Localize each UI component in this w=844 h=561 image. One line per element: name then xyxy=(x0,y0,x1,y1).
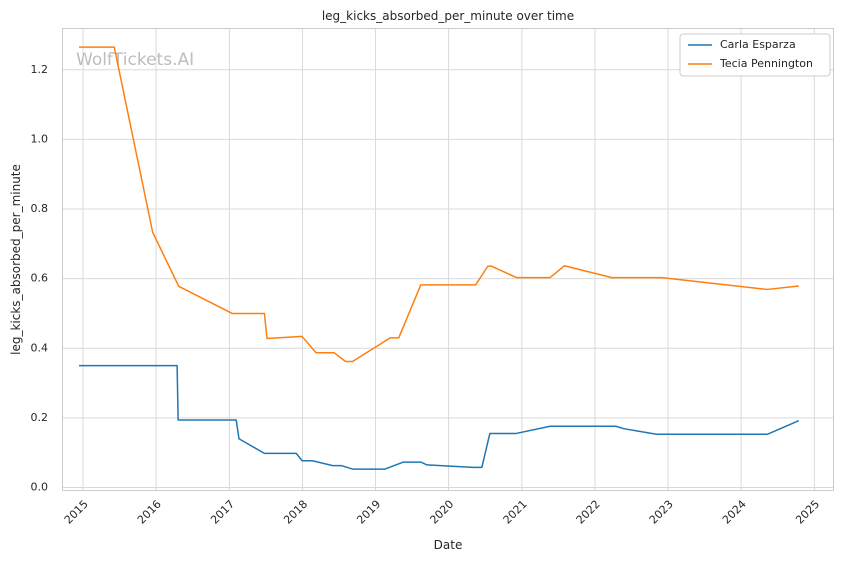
x-tick-label: 2015 xyxy=(62,498,91,527)
y-tick-label: 0.4 xyxy=(31,341,49,354)
legend-label-tecia-pennington: Tecia Pennington xyxy=(719,57,813,70)
x-tick-label: 2019 xyxy=(354,498,383,527)
legend-box xyxy=(679,33,831,77)
grid-lines xyxy=(62,28,834,491)
x-tick-label: 2024 xyxy=(720,498,749,527)
x-tick-label: 2020 xyxy=(427,498,456,527)
y-tick-label: 0.6 xyxy=(31,272,49,285)
legend: Carla Esparza Tecia Pennington xyxy=(679,33,831,77)
y-tick-label: 0.0 xyxy=(31,481,49,494)
y-axis-label: leg_kicks_absorbed_per_minute xyxy=(9,164,23,355)
x-tick-label: 2023 xyxy=(647,498,676,527)
plot-area xyxy=(62,28,834,491)
x-tick-label: 2018 xyxy=(281,498,310,527)
series-line-carla-esparza xyxy=(79,364,800,470)
x-tick-label: 2021 xyxy=(501,498,530,527)
y-tick-label: 0.8 xyxy=(31,202,49,215)
x-tick-label: 2016 xyxy=(135,498,164,527)
legend-label-carla-esparza: Carla Esparza xyxy=(720,38,796,51)
x-axis-label: Date xyxy=(434,538,463,552)
series-lines xyxy=(79,46,800,470)
y-tick-label: 1.2 xyxy=(31,63,49,76)
y-tick-label: 0.2 xyxy=(31,411,49,424)
chart-title: leg_kicks_absorbed_per_minute over time xyxy=(322,9,574,23)
x-tick-label: 2022 xyxy=(574,498,603,527)
y-tick-label: 1.0 xyxy=(31,132,49,145)
plot-frame xyxy=(62,28,834,491)
x-tick-label: 2025 xyxy=(793,498,822,527)
series-line-tecia-pennington xyxy=(79,46,799,363)
watermark-text: WolfTickets.AI xyxy=(76,50,194,70)
x-tick-label: 2017 xyxy=(208,498,237,527)
